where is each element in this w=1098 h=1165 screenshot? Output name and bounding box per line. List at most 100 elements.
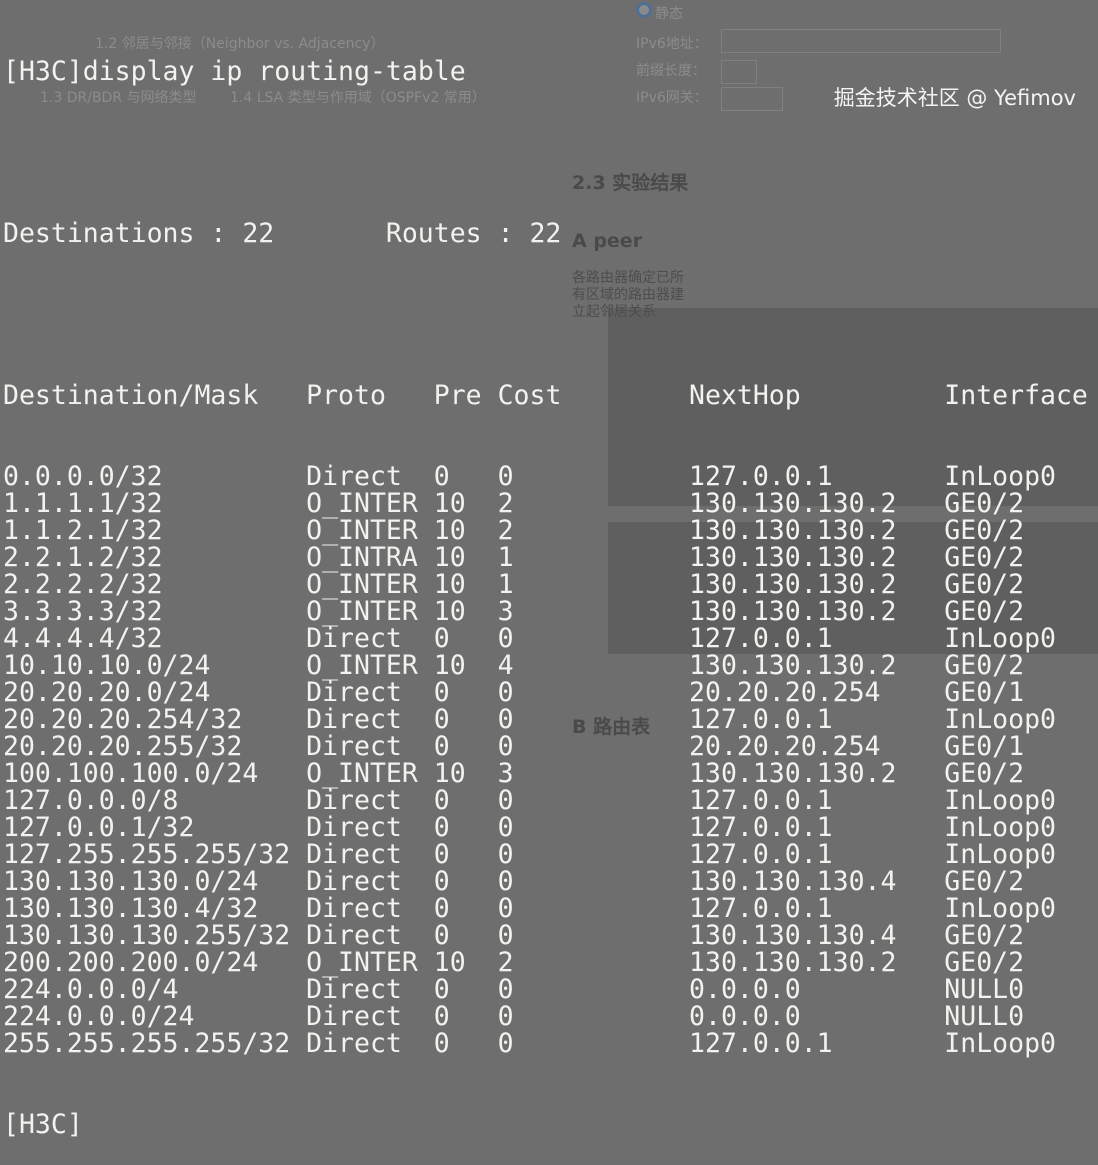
cell-destination: 224.0.0.0/24 [3, 1001, 195, 1032]
cell-destination: 4.4.4.4/32 [3, 623, 163, 654]
cell-nexthop: 130.130.130.2 [689, 569, 897, 600]
toc-item[interactable]: 1.4 LSA 类型与作用域（OSPFv2 常用） [230, 90, 486, 106]
cell-destination: 130.130.130.0/24 [3, 866, 259, 897]
route-row: 4.4.4.4/32 Direct 0 0 127.0.0.1 InLoop0 [3, 625, 1056, 652]
cell-nexthop: 130.130.130.2 [689, 542, 897, 573]
cell-cost: 1 [497, 542, 514, 573]
cell-destination: 1.1.1.1/32 [3, 488, 163, 519]
toc-item[interactable]: 1.3 DR/BDR 与网络类型 [40, 90, 197, 106]
code-block [608, 522, 1098, 654]
cell-nexthop: 20.20.20.254 [689, 677, 881, 708]
route-row: 2.2.1.2/32 O_INTRA 10 1 130.130.130.2 GE0/2 [3, 544, 1024, 571]
column-header: Proto [306, 380, 386, 411]
route-row: 130.130.130.4/32 Direct 0 0 127.0.0.1 InLoop0 [3, 895, 1056, 922]
ipv6-address-input[interactable] [721, 29, 1001, 53]
cell-pre: 10 [433, 569, 466, 600]
cell-cost: 0 [497, 920, 514, 951]
route-row: 20.20.20.255/32 Direct 0 0 20.20.20.254 GE0/1 [3, 733, 1024, 760]
route-row: 0.0.0.0/32 Direct 0 0 127.0.0.1 InLoop0 [3, 463, 1056, 490]
cell-nexthop: 130.130.130.2 [689, 596, 897, 627]
cell-pre: 0 [433, 893, 450, 924]
cell-cost: 0 [497, 623, 514, 654]
cell-pre: 0 [433, 839, 450, 870]
cell-cost: 0 [497, 839, 514, 870]
cell-destination: 255.255.255.255/32 [3, 1028, 291, 1059]
cell-destination: 224.0.0.0/4 [3, 974, 179, 1005]
cell-proto: Direct [306, 920, 402, 951]
cell-destination: 0.0.0.0/32 [3, 461, 163, 492]
toc-item[interactable]: 1.2 邻居与邻接（Neighbor vs. Adjacency） [95, 36, 385, 52]
terminal-output: [H3C]display ip routing-table Destinatio… [3, 4, 1088, 1165]
cell-cost: 0 [497, 974, 514, 1005]
route-row: 10.10.10.0/24 O_INTER 10 4 130.130.130.2 GE0/… [3, 652, 1024, 679]
cell-interface: InLoop0 [944, 461, 1056, 492]
route-row: 224.0.0.0/4 Direct 0 0 0.0.0.0 NULL0 [3, 976, 1024, 1003]
form-label: 前缀长度： [636, 63, 706, 79]
route-row: 130.130.130.255/32 Direct 0 0 130.130.130.4 G… [3, 922, 1024, 949]
prefix-length-input[interactable] [721, 60, 757, 84]
cell-destination: 3.3.3.3/32 [3, 596, 163, 627]
cell-nexthop: 127.0.0.1 [689, 893, 833, 924]
cell-proto: O_INTER [306, 758, 418, 789]
static-radio[interactable] [636, 2, 652, 18]
cell-interface: NULL0 [944, 974, 1025, 1005]
cell-pre: 10 [433, 758, 466, 789]
cell-destination: 20.20.20.255/32 [3, 731, 243, 762]
cell-cost: 2 [497, 515, 514, 546]
ipv6-gateway-input[interactable] [721, 87, 783, 111]
destinations-count: Destinations : 22 [3, 218, 275, 249]
route-row: 255.255.255.255/32 Direct 0 0 127.0.0.1 InLoo… [3, 1030, 1056, 1057]
cell-destination: 20.20.20.254/32 [3, 704, 243, 735]
route-row: 130.130.130.0/24 Direct 0 0 130.130.130.4 GE0… [3, 868, 1024, 895]
cell-destination: 2.2.2.2/32 [3, 569, 163, 600]
cell-cost: 2 [497, 947, 514, 978]
cell-interface: InLoop0 [944, 623, 1056, 654]
column-header: Interface [944, 380, 1088, 411]
paragraph: 各路由器确定已所有区域的路由器建立起邻居关系 [572, 270, 684, 320]
route-row: 1.1.2.1/32 O_INTER 10 2 130.130.130.2 GE0/2 [3, 517, 1024, 544]
column-header: Destination/Mask [3, 380, 259, 411]
cell-cost: 0 [497, 893, 514, 924]
cell-destination: 1.1.2.1/32 [3, 515, 163, 546]
cell-proto: Direct [306, 893, 402, 924]
cell-pre: 0 [433, 920, 450, 951]
route-row: 20.20.20.0/24 Direct 0 0 20.20.20.254 GE0/1 [3, 679, 1024, 706]
section-heading: B 路由表 [572, 716, 651, 738]
cell-destination: 127.255.255.255/32 [3, 839, 291, 870]
cell-proto: O_INTER [306, 515, 418, 546]
watermark: 掘金技术社区 @ Yefimov [833, 86, 1076, 110]
cell-pre: 0 [433, 866, 450, 897]
route-row: 20.20.20.254/32 Direct 0 0 127.0.0.1 InLoop0 [3, 706, 1056, 733]
cell-proto: Direct [306, 812, 402, 843]
cell-proto: O_INTER [306, 569, 418, 600]
cell-interface: GE0/2 [944, 569, 1025, 600]
cell-proto: Direct [306, 866, 402, 897]
cell-destination: 10.10.10.0/24 [3, 650, 211, 681]
cell-destination: 130.130.130.4/32 [3, 893, 259, 924]
cell-interface: GE0/1 [944, 677, 1025, 708]
route-row: 127.0.0.0/8 Direct 0 0 127.0.0.1 InLoop0 [3, 787, 1056, 814]
cell-nexthop: 127.0.0.1 [689, 1028, 833, 1059]
column-header: Pre [433, 380, 482, 411]
cell-interface: GE0/2 [944, 488, 1025, 519]
cell-pre: 0 [433, 731, 450, 762]
cell-nexthop: 0.0.0.0 [689, 974, 801, 1005]
cell-proto: Direct [306, 1028, 402, 1059]
cell-proto: O_INTRA [306, 542, 418, 573]
cell-cost: 0 [497, 785, 514, 816]
cell-nexthop: 20.20.20.254 [689, 731, 881, 762]
cell-interface: GE0/2 [944, 650, 1025, 681]
cell-proto: Direct [306, 839, 402, 870]
cell-interface: GE0/2 [944, 947, 1025, 978]
cell-pre: 10 [433, 596, 466, 627]
cell-cost: 0 [497, 812, 514, 843]
routes-count: Routes : 22 [385, 218, 562, 249]
cell-cost: 0 [497, 731, 514, 762]
route-row: 100.100.100.0/24 O_INTER 10 3 130.130.130.2 G… [3, 760, 1024, 787]
column-header: Cost [497, 380, 562, 411]
cell-cost: 0 [497, 1001, 514, 1032]
cell-interface: InLoop0 [944, 893, 1056, 924]
cell-interface: GE0/2 [944, 542, 1025, 573]
cell-cost: 0 [497, 704, 514, 735]
cell-destination: 20.20.20.0/24 [3, 677, 211, 708]
